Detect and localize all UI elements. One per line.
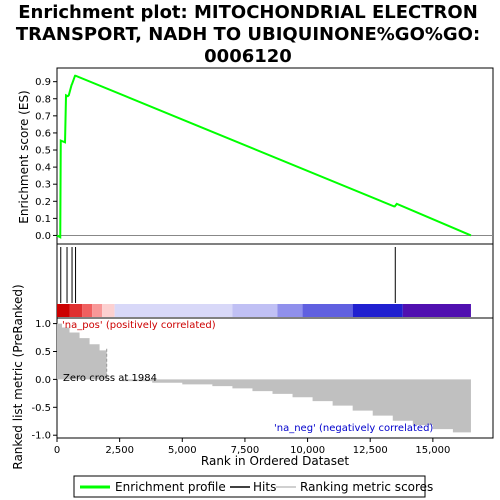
heat-bar-segment [102,304,115,317]
chart-legend: Enrichment profile Hits Ranking metric s… [73,475,433,498]
es-y-tick-label: 0.4 [35,163,51,174]
legend-label-ranking-metric: Ranking metric scores [300,480,433,494]
heat-bar-segment [232,304,278,317]
x-tick-label: 15,000 [415,445,450,456]
x-tick-label: 12,500 [353,445,388,456]
heat-bar-segment [352,304,403,317]
metric-y-axis-label: Ranked list metric (PreRanked) [11,284,25,469]
es-y-tick-label: 0.8 [35,94,51,105]
x-tick-label: 5,000 [168,445,197,456]
es-y-tick-label: 0.0 [35,231,51,242]
heat-bar-segment [92,304,103,317]
chart-title-line-3: 0006120 [204,46,292,67]
es-y-tick-label: 0.3 [35,180,51,191]
na-pos-label: 'na_pos' (positively correlated) [62,320,216,331]
x-axis-label: Rank in Ordered Dataset [201,454,349,468]
es-y-axis-ticks: 0.0 0.1 0.2 0.3 0.4 0.5 0.6 0.7 0.8 0.9 [35,77,57,242]
enrichment-score-panel: 0.0 0.1 0.2 0.3 0.4 0.5 0.6 0.7 0.8 0.9 Enrichmen… [17,67,494,245]
es-y-axis-label: Enrichment score (ES) [17,90,31,223]
es-y-tick-label: 0.6 [35,128,51,139]
chart-title-line-1: Enrichment plot: MITOCHONDRIAL ELECTRON [18,2,478,23]
ranked-metric-panel: 1.0 0.5 0.0 -0.5 -1.0 0 2,500 5,000 7,500 10,000… [11,284,494,470]
metric-y-tick-label: 0.5 [35,347,51,358]
legend-label-enrichment: Enrichment profile [115,480,226,494]
x-tick-label: 7,500 [231,445,260,456]
heat-bar-segment [277,304,303,317]
metric-y-tick-label: -0.5 [31,403,51,414]
heat-bar-segment [82,304,93,317]
metric-y-tick-label: 1.0 [35,319,51,330]
es-y-tick-label: 0.5 [35,146,51,157]
ranking-metric-area [57,323,471,436]
heat-bar-segment [114,304,233,317]
metric-x-axis-ticks: 0 2,500 5,000 7,500 10,000 12,500 15,000 [54,438,450,456]
hit-marks [60,247,396,303]
hits-panel [56,243,494,319]
x-tick-label: 10,000 [290,445,325,456]
metric-y-tick-label: 0.0 [35,375,51,386]
chart-title-line-2: TRANSPORT, NADH TO UBIQUINONE%GO%GO: [16,24,480,45]
chart-title: Enrichment plot: MITOCHONDRIAL ELECTRON … [16,2,480,67]
metric-y-axis-ticks: 1.0 0.5 0.0 -0.5 -1.0 [31,319,57,442]
legend-label-hits: Hits [253,480,276,494]
es-y-tick-label: 0.7 [35,111,51,122]
na-neg-label: 'na_neg' (negatively correlated) [274,423,433,434]
enrichment-profile-line [56,74,472,239]
heat-bar-segment [302,304,353,317]
es-y-tick-label: 0.1 [35,214,51,225]
metric-y-tick-label: -1.0 [31,431,51,442]
ranking-heat-bar [57,304,471,317]
es-y-tick-label: 0.9 [35,77,51,88]
heat-bar-segment [69,304,83,317]
heat-bar-segment [402,304,471,317]
zero-cross-label: Zero cross at 1984 [63,373,157,384]
x-tick-label: 0 [54,445,60,456]
x-tick-label: 2,500 [105,445,134,456]
es-y-tick-label: 0.2 [35,197,51,208]
heat-bar-segment [57,304,70,317]
